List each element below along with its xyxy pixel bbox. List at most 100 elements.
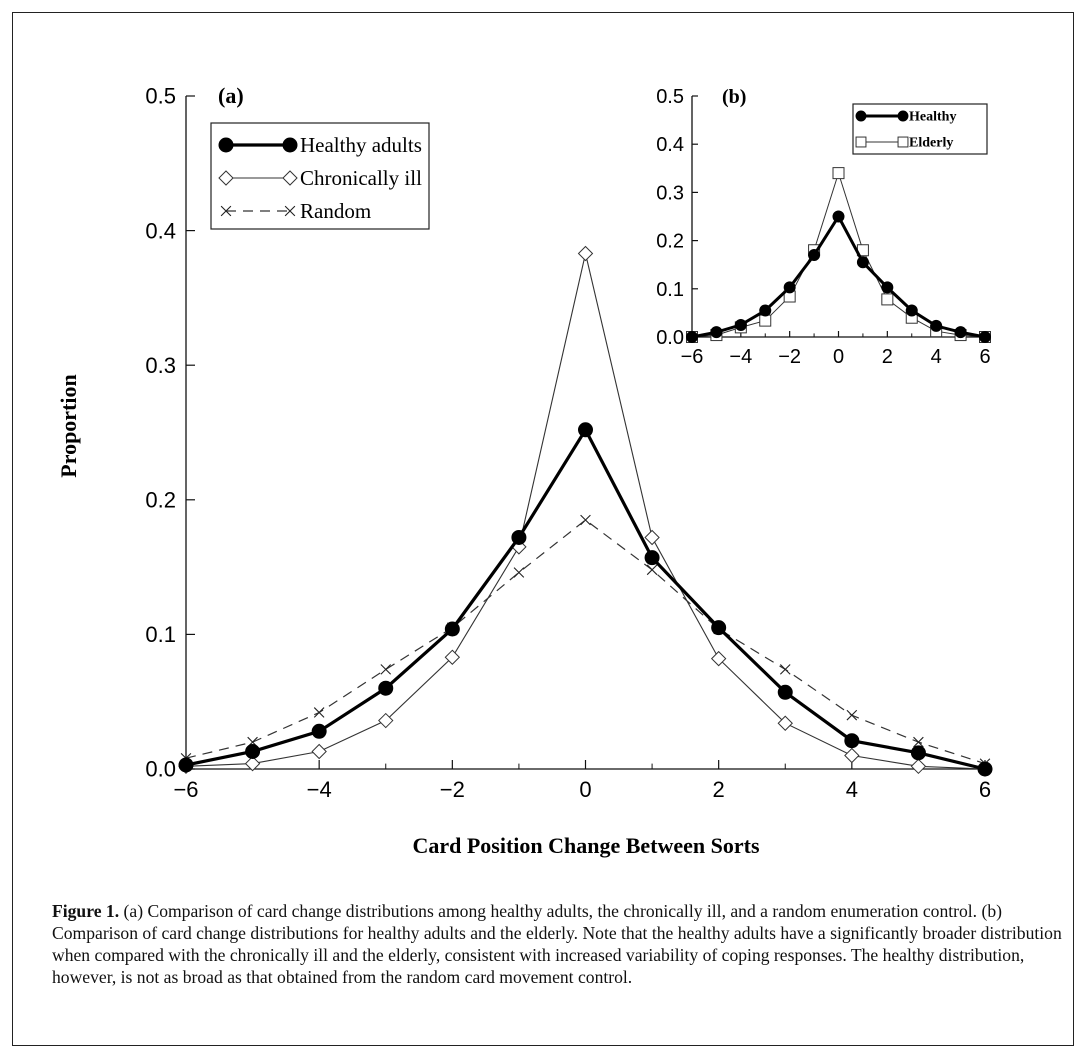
panel-b-series	[686, 167, 991, 343]
series-chronically-ill	[178, 245, 993, 777]
series-line-chronically-ill	[185, 253, 986, 770]
data-point-chronically-ill	[444, 649, 461, 665]
panel-b-legend: Healthy Elderly	[852, 103, 988, 155]
panel-a-legend: Healthy adults Chronically ill Random	[210, 122, 430, 230]
data-point-elderly	[832, 167, 845, 180]
data-point-healthy	[905, 304, 918, 317]
caption-label: Figure 1.	[52, 901, 120, 921]
panel-a-series	[178, 245, 993, 777]
y-tick-label: 0.0	[145, 757, 176, 782]
data-point-random	[779, 664, 791, 675]
y-tick-label: 0.3	[656, 182, 684, 204]
data-point-random	[646, 564, 658, 576]
y-tick-label: 0.5	[145, 84, 176, 109]
legend-label-random: Random	[300, 199, 371, 223]
data-point-healthy	[808, 249, 821, 262]
x-tick-label: −2	[778, 346, 801, 368]
data-point-healthy-adults	[311, 723, 327, 739]
y-tick-label: 0.1	[656, 279, 684, 301]
data-point-healthy-adults	[644, 550, 660, 566]
data-point-healthy	[686, 331, 698, 343]
figure-frame	[12, 12, 1074, 1046]
legend-label-healthy: Healthy	[909, 110, 956, 125]
panel-a-y-axis-label: Proportion	[56, 374, 81, 477]
panel-a-chart: 0.0 0.1 0.2 0.3 0.4 0.5 −6 −4 −2 0 2 4 6 (a) Card Po…	[56, 83, 993, 858]
x-tick-label: 6	[979, 346, 990, 368]
data-point-chronically-ill	[311, 743, 327, 760]
data-point-healthy	[856, 256, 869, 269]
y-tick-label: 0.3	[145, 353, 176, 378]
legend-marker-random	[284, 205, 296, 217]
legend-marker-healthy	[855, 110, 867, 122]
data-point-healthy-adults	[444, 621, 460, 637]
x-tick-label: 6	[979, 777, 991, 802]
data-point-healthy-adults	[178, 757, 194, 773]
data-point-chronically-ill	[777, 715, 793, 731]
x-tick-label: −2	[440, 777, 465, 802]
data-point-chronically-ill	[577, 245, 594, 262]
caption-text: (a) Comparison of card change distributi…	[52, 901, 1062, 987]
data-point-healthy-adults	[245, 744, 261, 760]
panel-a-x-axis-label: Card Position Change Between Sorts	[412, 833, 760, 858]
data-point-random	[913, 736, 924, 748]
data-point-random	[313, 707, 325, 718]
data-point-healthy-adults	[378, 680, 394, 696]
data-point-healthy	[832, 210, 845, 223]
y-tick-label: 0.1	[145, 622, 176, 647]
data-point-healthy-adults	[711, 620, 727, 636]
data-point-chronically-ill	[910, 758, 927, 775]
series-elderly	[686, 167, 991, 343]
legend-marker-elderly	[897, 136, 909, 148]
data-point-healthy	[930, 319, 943, 332]
data-point-elderly	[759, 314, 772, 327]
figure-caption: Figure 1. (a) Comparison of card change …	[52, 900, 1062, 988]
series-line-random	[185, 519, 986, 765]
y-tick-label: 0.4	[145, 218, 176, 243]
data-point-random	[380, 664, 392, 675]
data-point-healthy	[783, 281, 796, 294]
y-tick-label: 0.2	[656, 231, 684, 253]
data-point-chronically-ill	[378, 712, 394, 729]
data-point-random	[513, 567, 525, 578]
data-point-chronically-ill	[644, 529, 660, 546]
y-tick-label: 0.0	[656, 327, 684, 349]
legend-marker-healthy-adults	[282, 137, 298, 153]
x-tick-label: −4	[307, 777, 332, 802]
x-tick-label: 2	[882, 346, 893, 368]
data-point-healthy-adults	[977, 761, 993, 777]
legend-marker-chronically-ill	[218, 170, 234, 186]
legend-label-healthy-adults: Healthy adults	[300, 133, 422, 157]
panel-b-chart: 0.0 0.1 0.2 0.3 0.4 0.5 −6 −4 −2 0 2 4 6 (b) Healthy…	[656, 86, 991, 368]
x-tick-label: 4	[846, 777, 858, 802]
legend-label-elderly: Elderly	[909, 136, 953, 151]
panel-a-label: (a)	[218, 83, 244, 108]
legend-marker-elderly	[855, 136, 867, 148]
data-point-healthy-adults	[910, 745, 926, 761]
legend-label-chronically-ill: Chronically ill	[300, 166, 422, 190]
y-tick-label: 0.4	[656, 134, 684, 156]
legend-marker-healthy-adults	[218, 137, 234, 153]
panel-b-label: (b)	[722, 86, 746, 108]
data-point-chronically-ill	[244, 755, 261, 772]
data-point-healthy-adults	[578, 422, 593, 438]
x-tick-label: 0	[579, 777, 591, 802]
series-line-elderly	[691, 171, 986, 338]
legend-marker-healthy	[897, 110, 909, 122]
series-line-healthy	[691, 213, 986, 339]
data-point-healthy-adults	[777, 684, 793, 700]
data-point-healthy	[734, 318, 747, 331]
x-tick-label: 0	[833, 346, 844, 368]
x-tick-label: −4	[729, 346, 752, 368]
x-tick-label: 4	[931, 346, 942, 368]
data-point-healthy	[759, 304, 772, 317]
data-point-elderly	[881, 293, 894, 306]
data-point-healthy	[979, 331, 991, 343]
x-tick-label: −6	[173, 777, 198, 802]
data-point-healthy	[954, 326, 967, 339]
data-point-healthy-adults	[844, 733, 860, 749]
data-point-healthy	[710, 326, 723, 339]
legend-box	[852, 103, 988, 155]
data-point-random	[846, 709, 858, 721]
legend-marker-random	[220, 205, 232, 217]
